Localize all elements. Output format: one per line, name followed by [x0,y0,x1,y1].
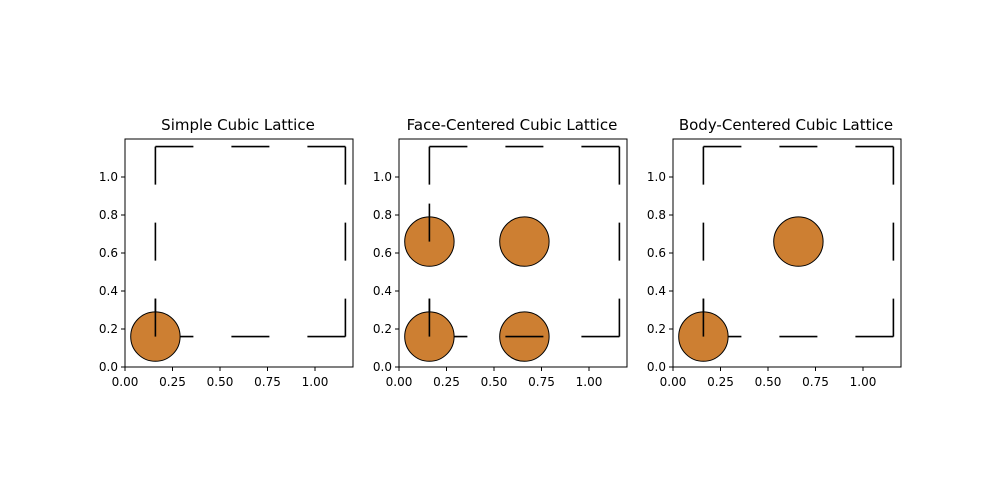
y-tick-label: 0.6 [99,246,118,260]
panel-face-centered-cubic: Face-Centered Cubic Lattice 0.00 0.25 0.50… [373,116,628,389]
x-tick-label: 0.75 [254,375,281,389]
y-tick-label: 0.6 [373,246,392,260]
x-tick-label: 0.00 [660,375,687,389]
x-tick-label: 0.50 [481,375,508,389]
y-tick-label: 0.2 [99,322,118,336]
x-tick-label: 0.75 [802,375,829,389]
y-tick-label: 0.8 [99,208,118,222]
x-tick-label: 1.00 [850,375,877,389]
panel-title: Body-Centered Cubic Lattice [679,116,893,134]
y-tick-label: 0.0 [373,360,392,374]
atom-marker [499,216,550,267]
x-tick-label: 0.50 [755,375,782,389]
y-tick-label: 0.6 [647,246,666,260]
x-tick-label: 0.75 [528,375,555,389]
x-tick-label: 0.25 [707,375,734,389]
y-tick-label: 1.0 [647,170,666,184]
x-tick-label: 0.25 [159,375,186,389]
y-tick-label: 0.8 [373,208,392,222]
atom-marker [773,216,824,267]
x-tick-label: 0.25 [433,375,460,389]
x-tick-label: 1.00 [302,375,329,389]
y-tick-label: 0.0 [99,360,118,374]
x-tick-label: 0.00 [112,375,139,389]
y-tick-label: 0.8 [647,208,666,222]
y-tick-label: 0.4 [99,284,118,298]
y-tick-label: 1.0 [373,170,392,184]
x-tick-label: 0.00 [386,375,413,389]
x-tick-label: 1.00 [576,375,603,389]
x-tick-label: 0.50 [207,375,234,389]
panel-title: Face-Centered Cubic Lattice [407,116,618,134]
y-tick-label: 0.2 [647,322,666,336]
y-tick-label: 0.4 [647,284,666,298]
y-tick-label: 0.0 [647,360,666,374]
panel-simple-cubic: Simple Cubic Lattice 0.00 0.25 0.50 0.75 1.0… [99,116,354,389]
y-tick-label: 0.4 [373,284,392,298]
panel-body-centered-cubic: Body-Centered Cubic Lattice 0.00 0.25 0.50… [647,116,902,389]
y-tick-label: 0.2 [373,322,392,336]
y-tick-label: 1.0 [99,170,118,184]
panel-title: Simple Cubic Lattice [161,116,315,134]
